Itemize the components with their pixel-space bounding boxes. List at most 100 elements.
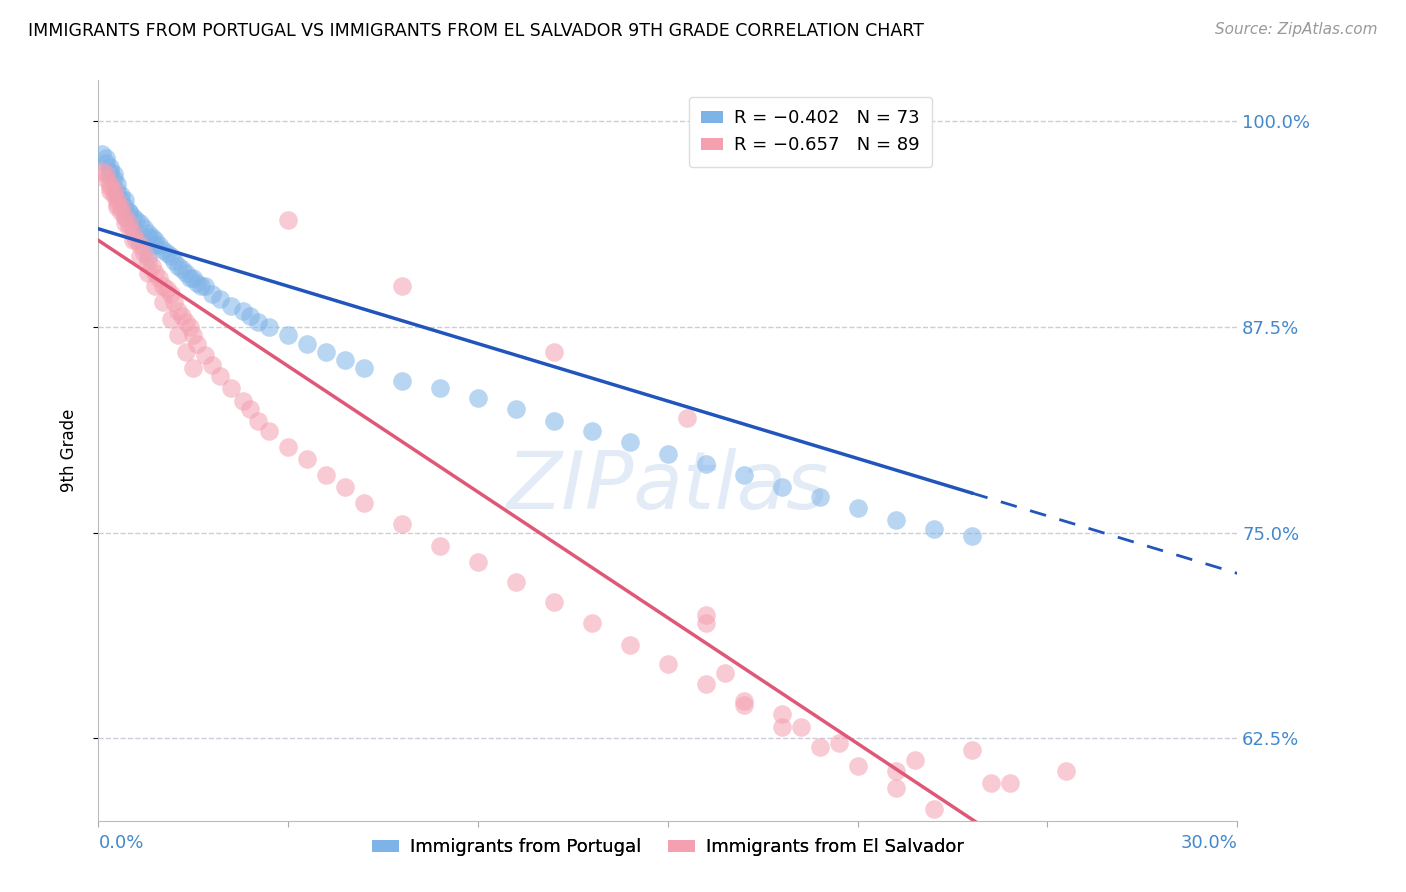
Point: [170, 262, 193, 277]
Point: [581, 616, 603, 631]
Point: [221, 381, 243, 395]
Point: [107, 200, 129, 214]
Point: [145, 266, 167, 280]
Point: [676, 410, 699, 425]
Point: [194, 348, 217, 362]
Point: [695, 677, 717, 691]
Point: [922, 523, 945, 537]
Point: [581, 424, 603, 438]
Point: [107, 196, 129, 211]
Point: [110, 200, 132, 214]
Point: [979, 776, 1001, 790]
Point: [695, 607, 717, 622]
Point: [232, 394, 254, 409]
Point: [110, 188, 132, 202]
Point: [129, 237, 152, 252]
Point: [770, 706, 793, 721]
Point: [467, 555, 489, 569]
Point: [259, 424, 281, 438]
Point: [103, 167, 125, 181]
Point: [353, 361, 375, 376]
Point: [733, 693, 755, 707]
Point: [884, 764, 907, 779]
Point: [148, 237, 170, 252]
Point: [543, 344, 565, 359]
Point: [129, 216, 152, 230]
Point: [246, 315, 269, 329]
Point: [221, 299, 243, 313]
Point: [136, 229, 159, 244]
Point: [335, 480, 357, 494]
Y-axis label: 9th Grade: 9th Grade: [59, 409, 77, 492]
Point: [148, 270, 170, 285]
Point: [103, 188, 125, 202]
Point: [239, 402, 262, 417]
Point: [156, 282, 179, 296]
Point: [619, 638, 641, 652]
Point: [277, 328, 299, 343]
Point: [98, 177, 121, 191]
Point: [808, 490, 831, 504]
Text: IMMIGRANTS FROM PORTUGAL VS IMMIGRANTS FROM EL SALVADOR 9TH GRADE CORRELATION CH: IMMIGRANTS FROM PORTUGAL VS IMMIGRANTS F…: [28, 22, 924, 40]
Point: [159, 287, 181, 301]
Point: [170, 309, 193, 323]
Point: [118, 205, 141, 219]
Point: [174, 266, 197, 280]
Point: [315, 468, 337, 483]
Point: [167, 328, 190, 343]
Point: [770, 720, 793, 734]
Point: [657, 657, 679, 672]
Point: [657, 447, 679, 461]
Point: [277, 440, 299, 454]
Point: [156, 246, 179, 260]
Point: [391, 517, 413, 532]
Point: [846, 501, 869, 516]
Point: [998, 776, 1021, 790]
Point: [129, 233, 152, 247]
Text: 30.0%: 30.0%: [1181, 834, 1237, 852]
Point: [259, 320, 281, 334]
Point: [107, 177, 129, 191]
Point: [505, 575, 527, 590]
Point: [91, 163, 114, 178]
Point: [118, 205, 141, 219]
Point: [118, 216, 141, 230]
Text: Source: ZipAtlas.com: Source: ZipAtlas.com: [1215, 22, 1378, 37]
Point: [505, 402, 527, 417]
Point: [94, 155, 117, 169]
Point: [190, 279, 212, 293]
Point: [790, 720, 813, 734]
Point: [136, 227, 159, 241]
Point: [183, 361, 205, 376]
Point: [335, 353, 357, 368]
Point: [125, 233, 148, 247]
Point: [543, 414, 565, 428]
Point: [391, 279, 413, 293]
Point: [183, 328, 205, 343]
Point: [239, 309, 262, 323]
Point: [94, 172, 117, 186]
Point: [922, 802, 945, 816]
Point: [114, 210, 136, 224]
Point: [297, 336, 319, 351]
Text: 0.0%: 0.0%: [98, 834, 143, 852]
Point: [91, 147, 114, 161]
Point: [110, 205, 132, 219]
Point: [152, 243, 174, 257]
Text: ZIPatlas: ZIPatlas: [506, 449, 830, 526]
Point: [98, 184, 121, 198]
Point: [232, 303, 254, 318]
Point: [429, 381, 451, 395]
Point: [121, 233, 143, 247]
Point: [167, 303, 190, 318]
Point: [98, 167, 121, 181]
Point: [429, 539, 451, 553]
Point: [186, 336, 208, 351]
Point: [619, 435, 641, 450]
Point: [884, 139, 907, 153]
Point: [132, 246, 155, 260]
Point: [145, 233, 167, 247]
Point: [167, 259, 190, 273]
Point: [103, 172, 125, 186]
Point: [129, 249, 152, 263]
